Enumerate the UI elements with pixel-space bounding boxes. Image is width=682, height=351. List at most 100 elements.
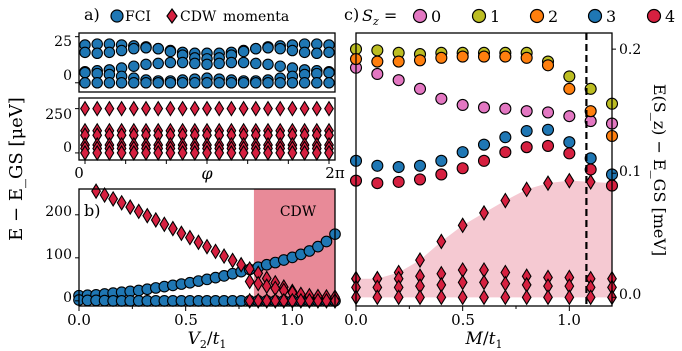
sz-0-point (392, 74, 405, 87)
cdw-momentum-point (104, 100, 115, 117)
cdw-point (253, 292, 264, 309)
fci-momentum-point (323, 77, 335, 89)
sz-4-point (413, 173, 427, 186)
cdw-momentum-point (202, 100, 212, 117)
fci-momentum-point (262, 77, 274, 89)
marks-layer (73, 33, 619, 309)
fci-momentum-point (164, 56, 177, 69)
a-xlabel-phi: φ (201, 164, 213, 183)
fci-momentum-point (128, 60, 140, 72)
sz-3-point (371, 159, 384, 172)
fci-momentum-point (201, 58, 213, 71)
panel-b-frame (78, 188, 336, 307)
cdw-point (543, 289, 553, 306)
cdw-point (244, 273, 255, 290)
cdw-point (244, 292, 255, 309)
cdw-point (521, 289, 532, 306)
sz-3-point (413, 159, 427, 172)
cdw-momentum-point (177, 100, 188, 117)
panel-a-top-frame (78, 32, 336, 93)
sz-0-point (541, 106, 555, 119)
fci-momentum-point (262, 41, 274, 54)
cdw-momentum-point (263, 100, 273, 117)
fci-momentum-point (323, 66, 335, 79)
sz-4-point (456, 162, 469, 175)
fci-momentum-point (128, 42, 140, 55)
fci-point (312, 240, 324, 253)
c-ylabel: E(S_z) − E_GS [meV] (650, 84, 669, 256)
cdw-point (253, 275, 264, 292)
b-xtick-10: 1.0 (280, 311, 304, 329)
b-ytick-0: 0 (63, 290, 72, 306)
cdw-point (500, 289, 511, 306)
fci-momentum-point (79, 77, 91, 89)
legend-fci-marker (110, 9, 124, 23)
cdw-upper-point (457, 217, 468, 234)
fci-momentum-point (250, 57, 262, 70)
panel-c-frame (355, 32, 613, 307)
sz-2-point (477, 50, 491, 63)
fci-momentum-point (274, 42, 286, 55)
a-top-ytick-0: 0 (63, 68, 72, 84)
cdw-upper-point (543, 175, 553, 192)
c-xtick-10: 1.0 (557, 311, 581, 329)
c-xtick-00: 0.0 (344, 311, 368, 329)
cdw-momentum-point (324, 100, 334, 117)
cdw-point (184, 229, 195, 246)
b-xtick-0: 0.0 (67, 311, 91, 329)
cdw-point (415, 289, 425, 306)
sz-2-point (584, 105, 597, 118)
cdw-point (312, 292, 323, 309)
cdw-momentum-point (92, 100, 103, 117)
y-axis-label-left: E − E_GS [μeV] (6, 97, 27, 241)
sz-2-point (371, 55, 384, 68)
fci-momentum-point (115, 77, 128, 89)
fci-momentum-point (274, 60, 286, 72)
cdw-point (564, 289, 575, 306)
c-ytick-01: 0.1 (619, 164, 641, 180)
sz-4-point (541, 139, 555, 152)
fci-momentum-point (250, 42, 262, 55)
fci-momentum-point (189, 57, 201, 70)
fci-momentum-point (164, 77, 177, 89)
cdw-upper-point (436, 233, 447, 250)
cdw-momentum-point (128, 100, 139, 117)
sz-2-point (435, 51, 448, 64)
cdw-upper-point (521, 181, 532, 198)
sz-1-point (563, 70, 576, 83)
legend-cdw-marker (166, 7, 178, 25)
cdw-momentum-point (80, 100, 90, 117)
cdw-point (202, 238, 212, 255)
cdw-point (321, 292, 332, 309)
fci-momentum-point (237, 77, 250, 89)
sz-1-point (371, 44, 384, 57)
sz-3-point (499, 131, 512, 144)
cdw-point (142, 207, 153, 224)
fci-momentum-point (213, 77, 225, 89)
cdw-point (227, 252, 238, 269)
fci-momentum-point (286, 44, 299, 57)
cdw-point (304, 292, 315, 309)
cdw-point (436, 289, 447, 306)
sz-3-point (435, 154, 448, 167)
cdw-band (356, 180, 612, 298)
fci-momentum-point (274, 77, 286, 89)
fci-momentum-point (140, 41, 152, 54)
sz-0-point (499, 102, 512, 115)
panel-a-label: a) (84, 5, 100, 24)
fci-momentum-point (164, 45, 177, 58)
fci-momentum-point (311, 47, 323, 60)
cdw-upper-point (564, 172, 575, 189)
sz-0-point (413, 82, 427, 95)
fci-momentum-point (286, 77, 299, 89)
cdw-point (270, 292, 281, 309)
cdw-region-label: CDW (280, 204, 317, 220)
fci-momentum-point (298, 46, 311, 59)
fci-momentum-point (152, 42, 164, 55)
fci-momentum-point (213, 57, 225, 70)
cdw-point (236, 256, 247, 273)
cdw-upper-point (585, 173, 596, 190)
cdw-point (176, 225, 187, 242)
c-xlabel: M/t1 (465, 329, 503, 351)
